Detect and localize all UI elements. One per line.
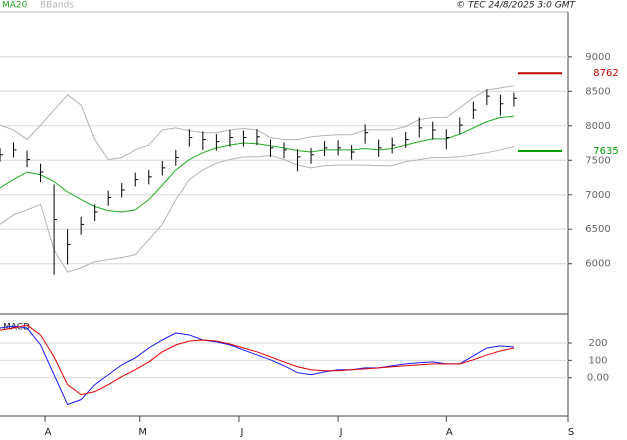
source: © TEC 24/8/2025 3:0 GMT xyxy=(456,1,576,11)
macd-line xyxy=(0,324,515,396)
bband-lower xyxy=(0,145,515,273)
x-tick-label: S xyxy=(568,427,574,438)
y-tick-label: 6000 xyxy=(585,259,610,270)
y-tick-label: 8000 xyxy=(585,121,610,132)
y-tick-label: 100 xyxy=(588,355,607,366)
y-tick-label: 8500 xyxy=(585,86,610,97)
level-label: 8762 xyxy=(593,68,618,79)
y-tick-label: 6500 xyxy=(585,224,610,235)
macd-line xyxy=(0,325,514,406)
legend-bbands: BBands xyxy=(40,1,74,11)
x-tick-label: A xyxy=(45,427,52,438)
x-tick-label: M xyxy=(138,427,147,438)
y-tick-label: 200 xyxy=(588,338,607,349)
y-tick-label: 9000 xyxy=(585,52,610,63)
level-label: 7635 xyxy=(593,146,618,157)
y-tick-label: 0.00 xyxy=(587,373,609,384)
legend-ma20: MA20 xyxy=(2,1,28,11)
x-tick-label: A xyxy=(446,427,453,438)
x-tick-label: J xyxy=(339,427,343,438)
y-tick-label: 7500 xyxy=(585,155,610,166)
y-tick-label: 7000 xyxy=(585,190,610,201)
x-tick-label: J xyxy=(239,427,243,438)
